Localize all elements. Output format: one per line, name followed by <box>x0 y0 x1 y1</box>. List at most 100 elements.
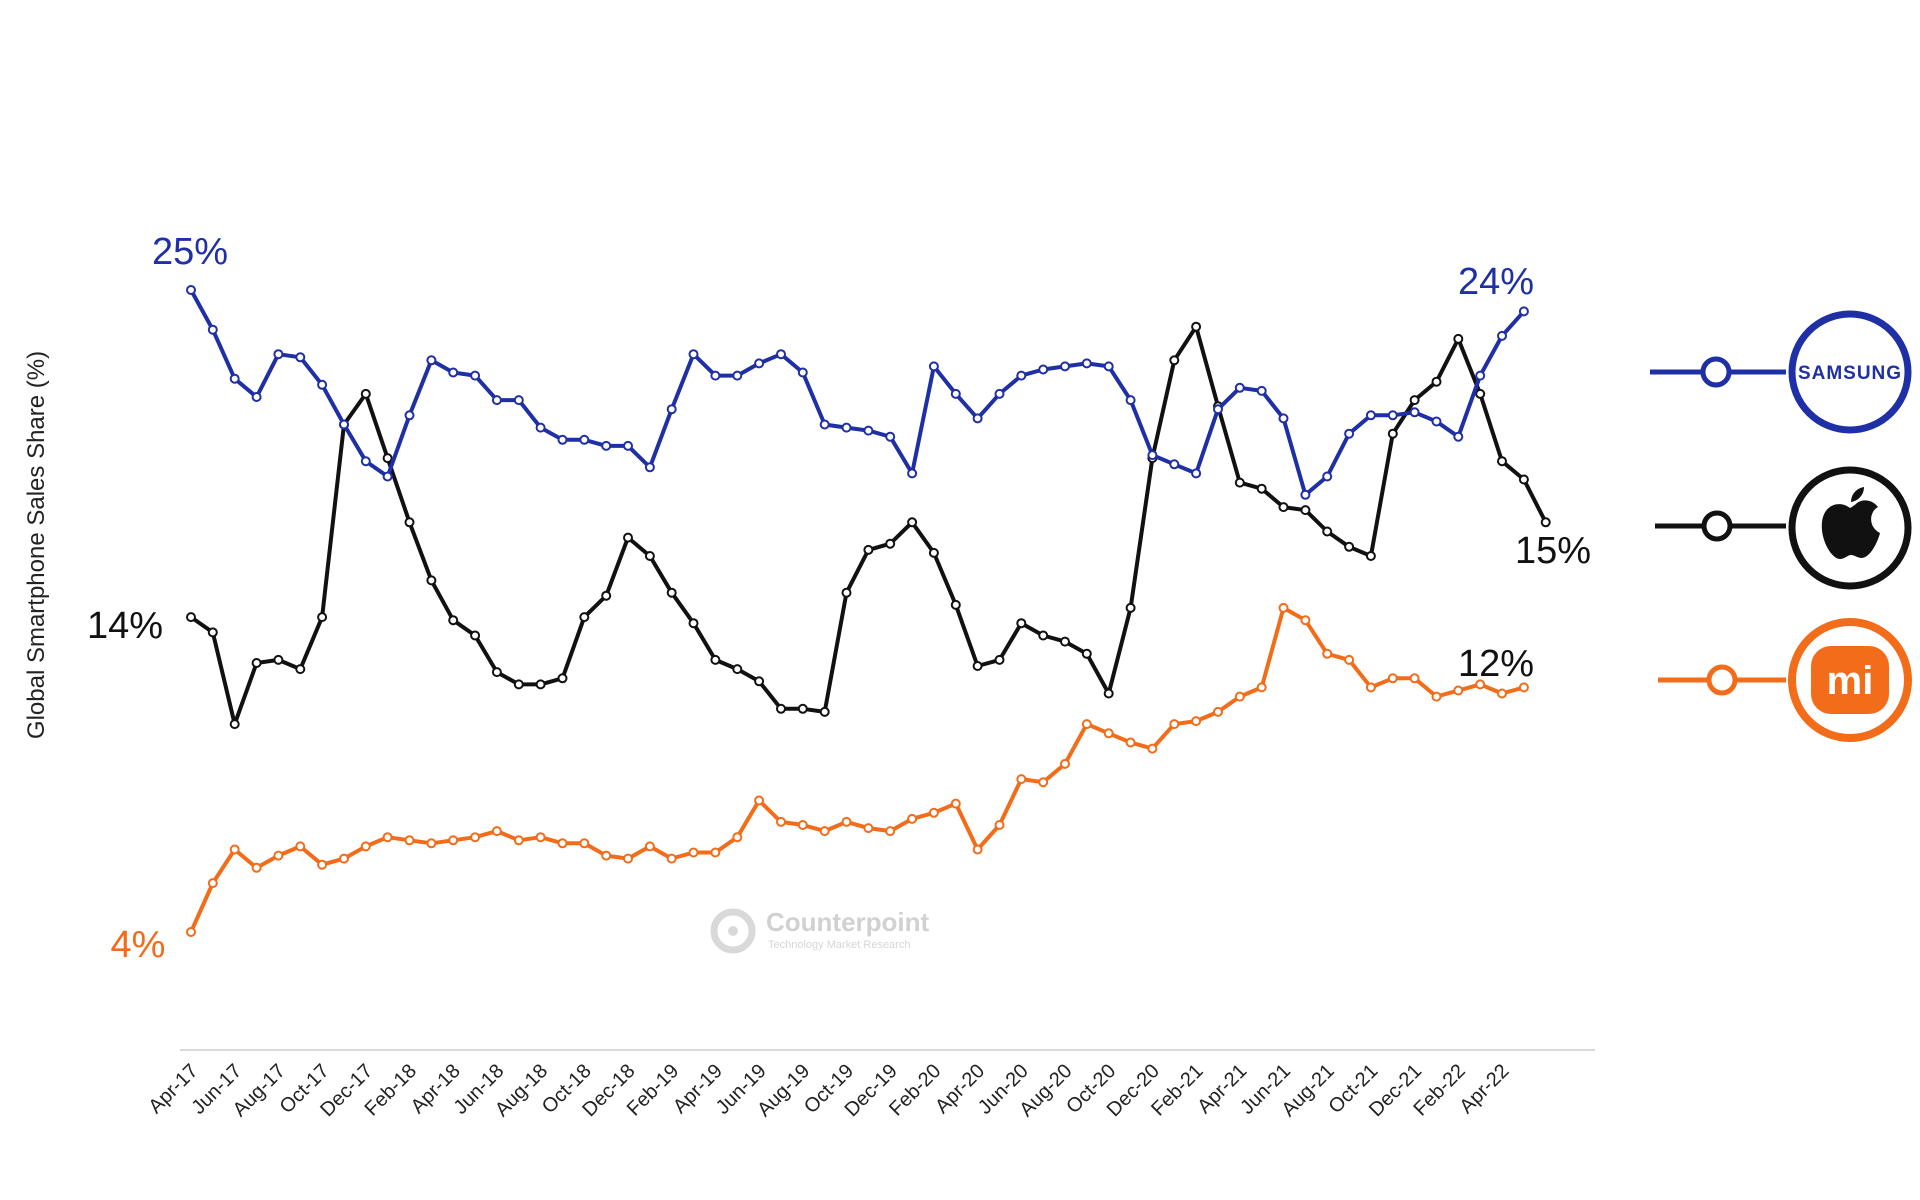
xiaomi-point <box>1387 673 1398 684</box>
xiaomi-point <box>360 841 371 852</box>
xiaomi-point <box>207 878 218 889</box>
samsung-point <box>295 352 306 363</box>
xiaomi-point <box>1518 682 1529 693</box>
legend-apple <box>1655 466 1912 590</box>
series-end-labels: 25% 24% 14% 15% 4% 12% <box>87 231 1591 966</box>
samsung-point <box>1060 361 1070 372</box>
xiaomi-start-label: 4% <box>111 924 166 966</box>
apple-point <box>950 599 961 610</box>
apple-point <box>666 587 677 598</box>
apple-point <box>207 627 218 638</box>
samsung-point <box>1518 306 1529 317</box>
samsung-point <box>186 285 196 295</box>
x-tick-label: Apr-22 <box>1456 1060 1514 1118</box>
xiaomi-point <box>754 795 765 806</box>
apple-point <box>229 719 240 730</box>
xiaomi-point <box>907 813 918 824</box>
xiaomi-point <box>295 841 306 852</box>
samsung-point <box>688 349 699 360</box>
apple-point <box>1060 636 1070 647</box>
samsung-point <box>273 349 284 360</box>
apple-point <box>1234 477 1245 488</box>
apple-point <box>1322 526 1333 537</box>
apple-point <box>994 654 1005 665</box>
samsung-point <box>1191 468 1202 479</box>
legend: SAMSUNG mi <box>1650 310 1912 742</box>
samsung-point <box>1300 489 1311 500</box>
apple-point <box>1169 355 1180 366</box>
series-lines <box>186 285 1551 937</box>
samsung-point <box>1344 428 1355 439</box>
samsung-point <box>1322 471 1333 482</box>
samsung-point <box>1278 413 1289 424</box>
apple-point <box>1081 648 1092 659</box>
xiaomi-point <box>1365 682 1376 693</box>
xiaomi-point <box>644 841 655 852</box>
counterpoint-logo-icon <box>710 908 756 954</box>
samsung-point <box>1125 395 1136 406</box>
xiaomi-point <box>1147 743 1158 754</box>
apple-point <box>623 532 633 543</box>
xiaomi-end-label: 12% <box>1458 643 1534 685</box>
xiaomi-point <box>928 807 939 818</box>
apple-point <box>1344 541 1355 552</box>
apple-point <box>907 517 918 528</box>
xiaomi-point <box>382 832 393 843</box>
xiaomi-point <box>972 844 983 855</box>
xiaomi-point <box>710 847 721 858</box>
apple-point <box>885 538 896 549</box>
samsung-point <box>557 434 568 445</box>
apple-point <box>448 615 459 626</box>
apple-point <box>1453 333 1464 344</box>
xiaomi-point <box>1409 673 1420 684</box>
xiaomi-point <box>1103 728 1114 739</box>
xiaomi-point <box>1497 688 1507 699</box>
xiaomi-point <box>1344 654 1355 665</box>
samsung-point <box>863 425 874 436</box>
xiaomi-point <box>885 826 896 837</box>
apple-point <box>601 590 612 601</box>
samsung-point <box>1016 370 1027 381</box>
xiaomi-point <box>557 838 568 849</box>
xiaomi-point <box>1475 679 1486 690</box>
samsung-point <box>754 358 765 369</box>
apple-point <box>732 664 743 675</box>
samsung-point <box>1213 404 1223 415</box>
xiaomi-point <box>404 835 415 846</box>
apple-point <box>1409 395 1420 406</box>
samsung-line <box>189 289 1526 497</box>
apple-start-label: 14% <box>87 605 163 647</box>
xiaomi-point <box>1016 774 1027 785</box>
xiaomi-point <box>1213 706 1223 717</box>
apple-point <box>819 706 830 717</box>
xiaomi-point <box>1431 691 1442 702</box>
xiaomi-point <box>666 853 677 864</box>
samsung-point <box>950 388 961 399</box>
apple-point <box>557 673 568 684</box>
apple-point <box>470 630 481 641</box>
samsung-point <box>907 468 918 479</box>
xiaomi-point <box>1081 719 1092 730</box>
apple-point <box>273 654 284 665</box>
xiaomi-point <box>1256 682 1267 693</box>
apple-point <box>1125 602 1136 613</box>
xiaomi-point <box>317 859 328 870</box>
apple-point <box>1016 618 1027 629</box>
samsung-point <box>885 431 896 442</box>
xiaomi-point <box>601 850 612 861</box>
samsung-point <box>491 395 502 406</box>
x-axis-ticks: Apr-17Jun-17Aug-17Oct-17Dec-17Feb-18Apr-… <box>145 1060 1514 1121</box>
samsung-point <box>1365 410 1376 421</box>
samsung-point <box>426 355 437 366</box>
samsung-point <box>448 367 459 378</box>
xiaomi-point <box>579 838 590 849</box>
apple-point <box>644 551 655 561</box>
xiaomi-point <box>513 835 524 846</box>
xiaomi-point <box>1300 615 1311 626</box>
samsung-point <box>1169 459 1180 470</box>
apple-point <box>360 388 371 399</box>
samsung-point <box>382 471 393 482</box>
xiaomi-point <box>273 850 284 861</box>
xiaomi-point <box>470 832 481 843</box>
apple-point <box>1103 688 1114 699</box>
